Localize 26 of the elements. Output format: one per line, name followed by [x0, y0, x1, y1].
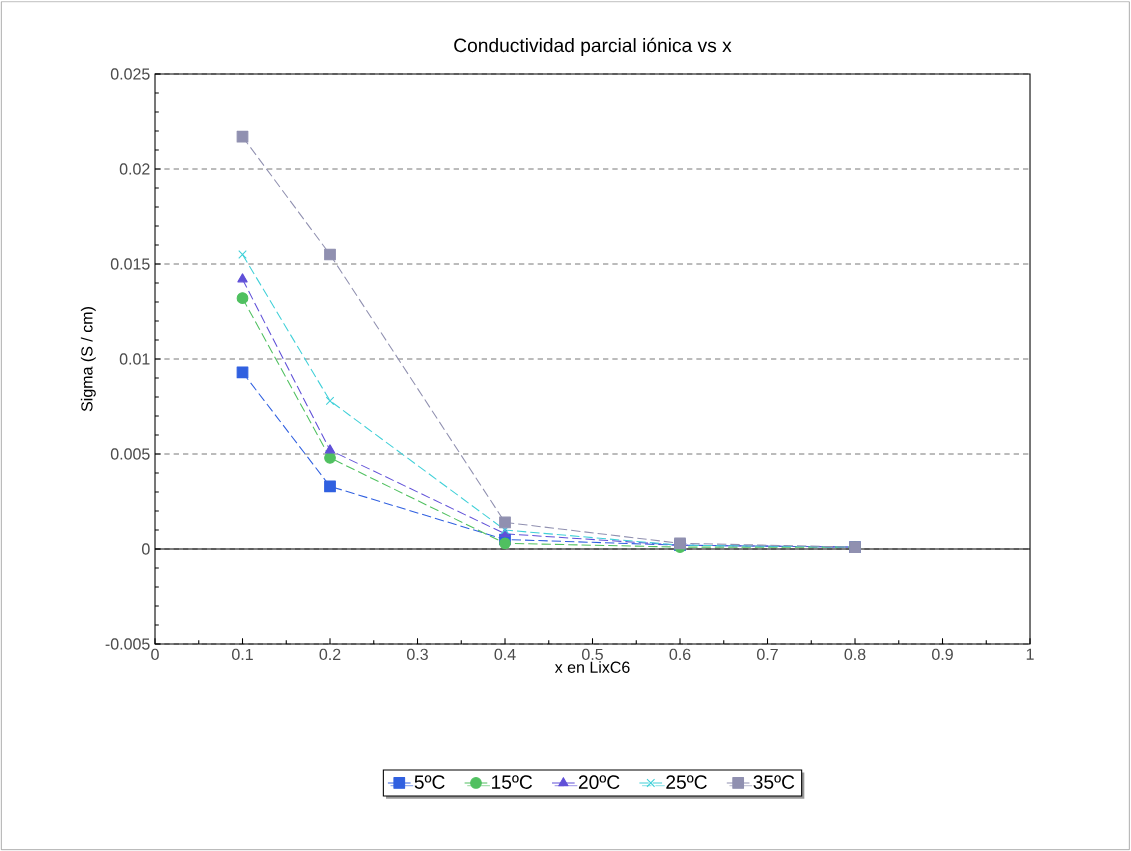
y-tick-label: 0.025	[110, 68, 150, 80]
y-tick-label: -0.005	[105, 638, 150, 650]
x-tick-label: 0.8	[844, 648, 866, 661]
x-tick-label: 0.9	[932, 648, 953, 661]
y-tick-label: 0.01	[119, 353, 150, 365]
y-tick-label: 0.005	[110, 448, 150, 460]
y-axis-title: Sigma (S / cm)	[80, 307, 96, 412]
y-tick-label: 0.02	[119, 163, 150, 175]
legend-label: 5ºC	[414, 775, 445, 789]
x-tick-label: 0	[151, 648, 159, 661]
legend-label: 20ºC	[578, 775, 620, 789]
legend-label: 35ºC	[753, 775, 795, 789]
x-tick-label: 0.1	[232, 648, 253, 661]
x-tick-label: 0.7	[757, 648, 778, 661]
x-tick-label: 0.4	[494, 648, 516, 661]
legend-label: 15ºC	[492, 775, 533, 789]
legend-label: 25ºC	[666, 775, 707, 789]
y-tick-label: 0.015	[110, 258, 150, 270]
x-tick-label: 0.3	[407, 648, 428, 661]
x-tick-label: 1	[1026, 648, 1034, 660]
chart-title: Conductividad parcial iónica vs x	[454, 37, 732, 56]
x-tick-label: 0.2	[319, 648, 341, 661]
x-axis-title: x en LixC6	[554, 661, 630, 673]
x-tick-label: 0.6	[669, 648, 691, 661]
y-tick-label: 0	[142, 543, 150, 555]
x-tick-label: 0.5	[582, 648, 603, 661]
